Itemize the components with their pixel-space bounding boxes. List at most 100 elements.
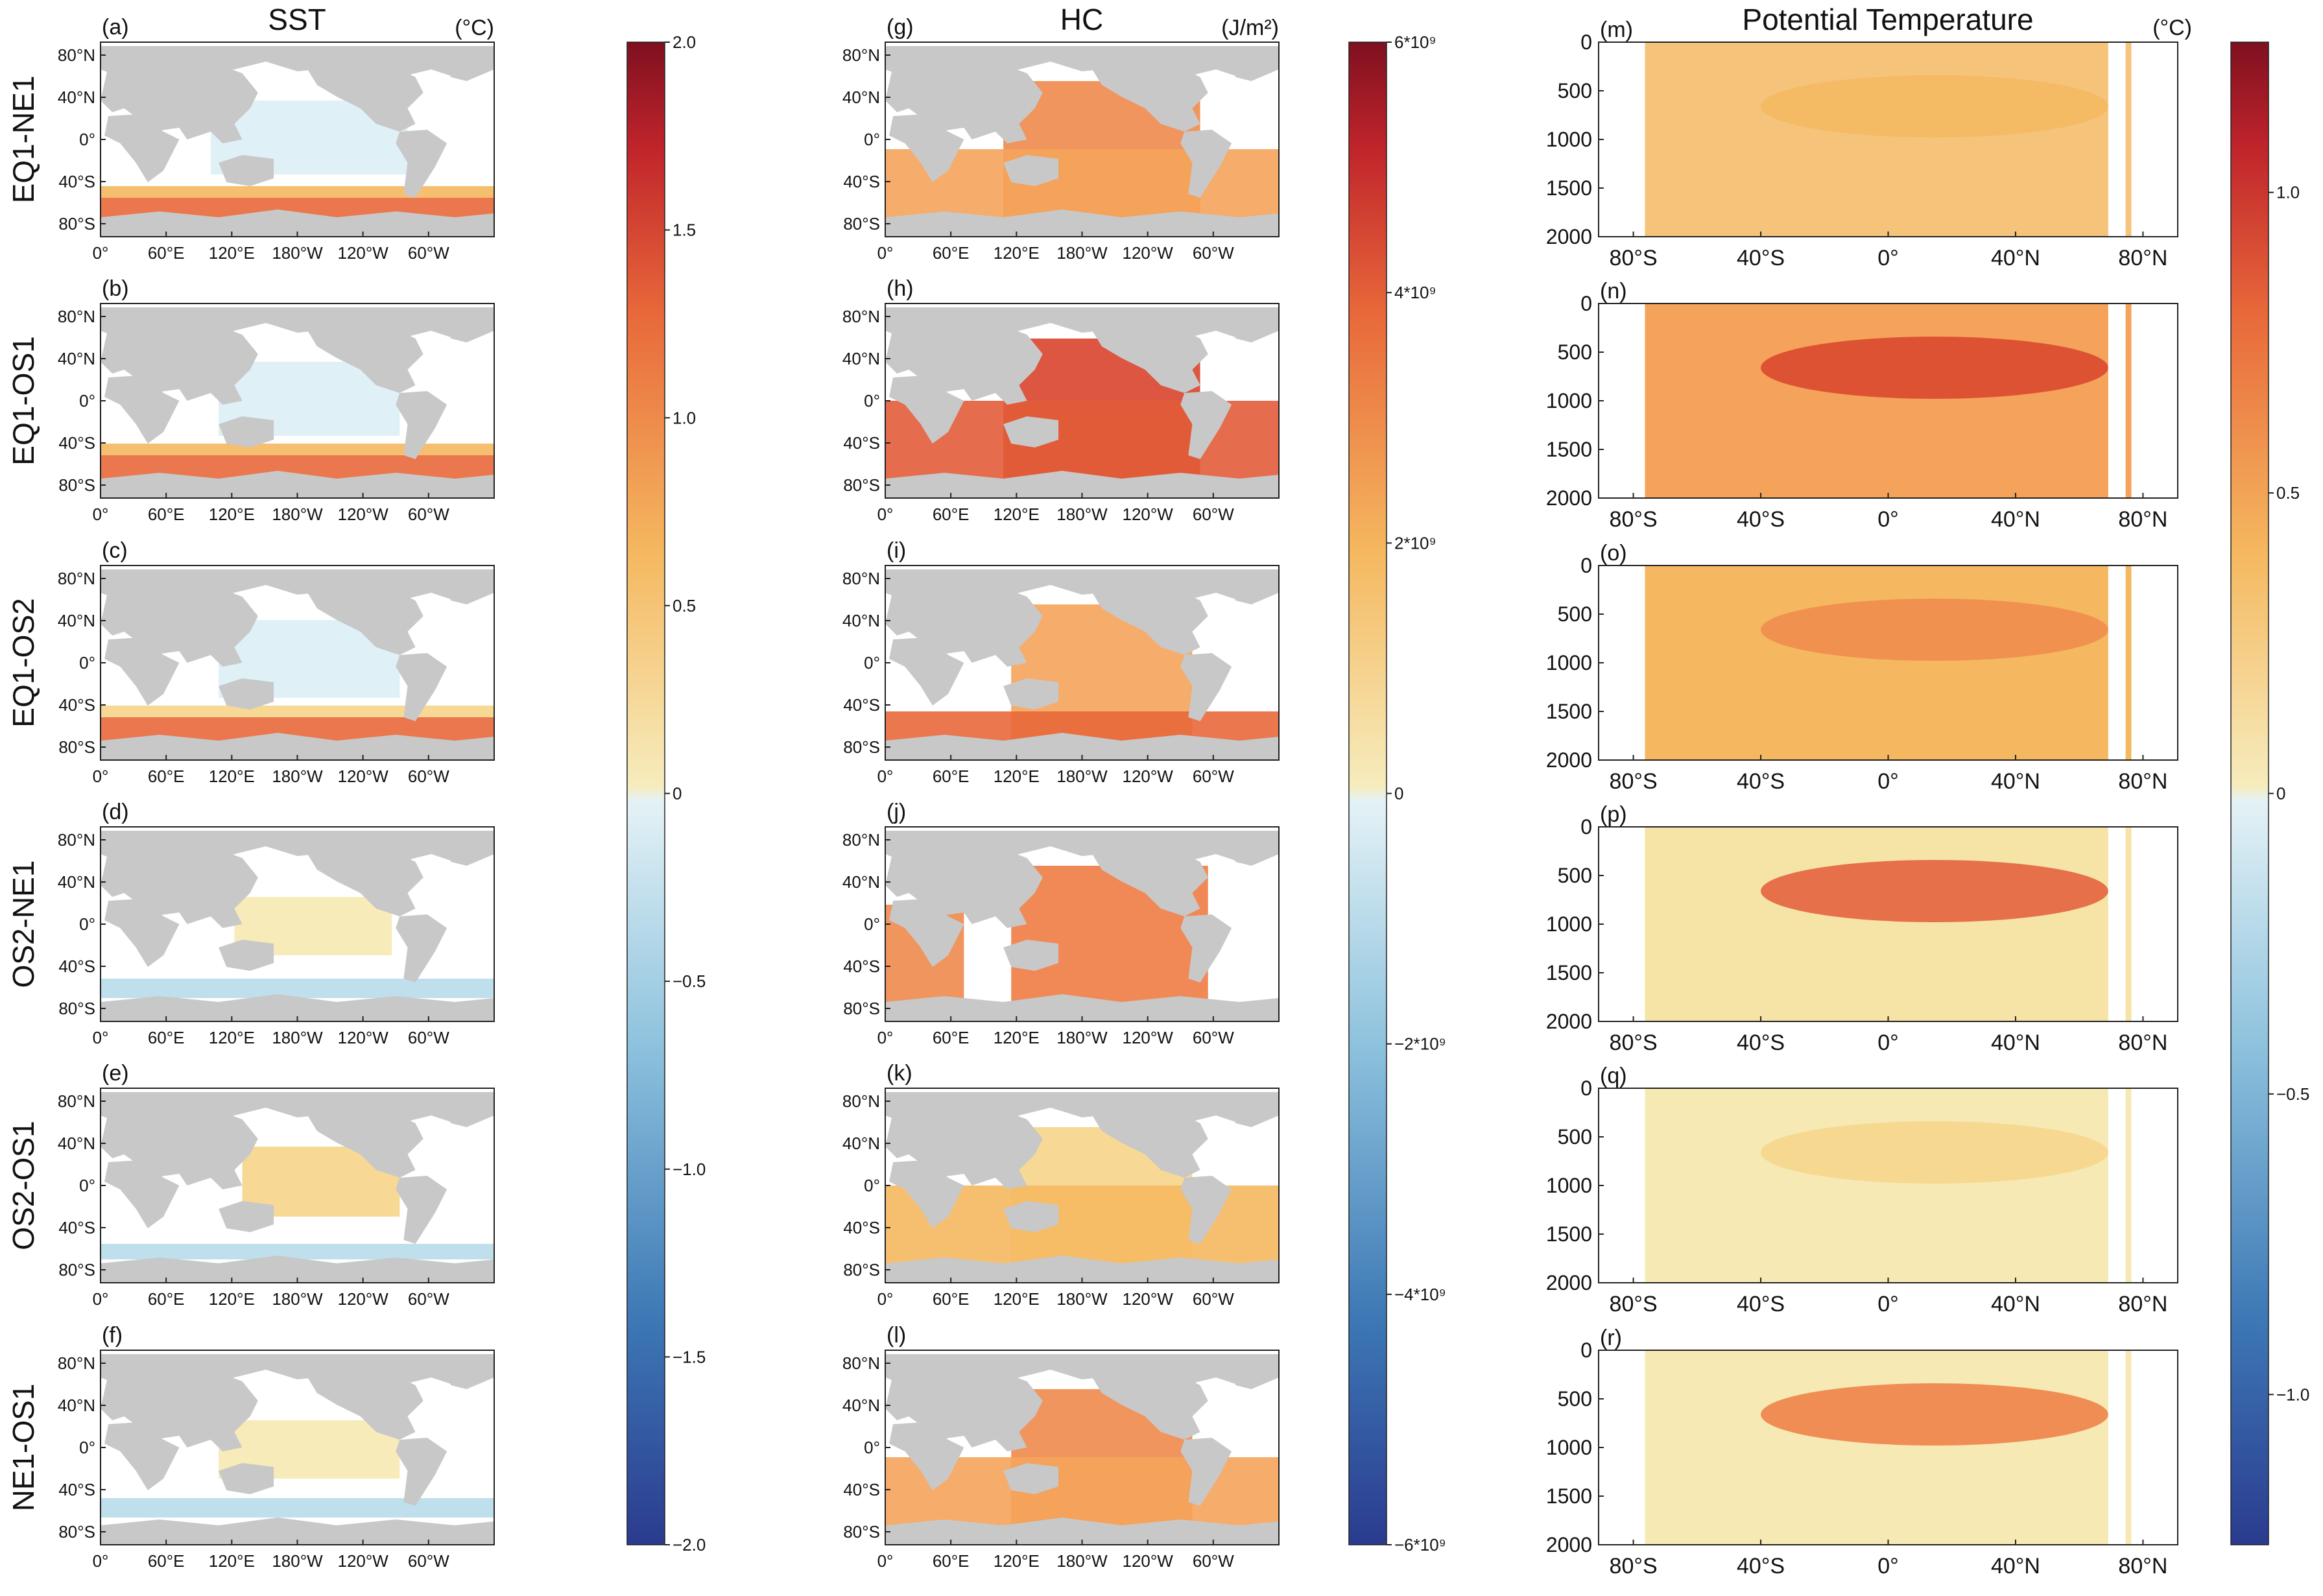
depth-tick-label: 1500 xyxy=(1546,700,1592,723)
anomaly-field-region xyxy=(101,979,494,998)
lon-tick-label: 60°E xyxy=(933,243,970,263)
lon-tick-label: 120°W xyxy=(1123,243,1174,263)
panel-letter: (k) xyxy=(887,1061,912,1086)
lat-tick-label: 40°S xyxy=(58,1480,95,1499)
sst-unit-label: (°C) xyxy=(455,16,494,40)
lon-tick-label: 120°W xyxy=(338,1028,389,1047)
section-lat-tick-label: 40°S xyxy=(1737,1554,1785,1578)
lon-tick-label: 60°E xyxy=(933,1028,970,1047)
lon-tick-label: 60°E xyxy=(933,1289,970,1309)
lon-tick-label: 180°W xyxy=(272,505,323,524)
lon-tick-label: 120°E xyxy=(994,767,1040,786)
section-lat-tick-label: 80°N xyxy=(2118,1030,2167,1055)
depth-tick-label: 500 xyxy=(1558,1387,1592,1411)
section-lat-tick-label: 40°N xyxy=(1991,1554,2040,1578)
section-anomaly-core xyxy=(1761,1383,2108,1446)
lat-tick-label: 80°S xyxy=(58,1260,95,1280)
lon-tick-label: 180°W xyxy=(272,1551,323,1571)
panel-letter: (a) xyxy=(102,15,129,40)
lon-tick-label: 0° xyxy=(877,1551,894,1571)
lon-tick-label: 120°W xyxy=(338,243,389,263)
lat-tick-label: 80°S xyxy=(843,737,880,757)
colorbar-tick-label: −1.0 xyxy=(2276,1385,2309,1404)
lat-tick-label: 80°S xyxy=(843,1260,880,1280)
lat-tick-label: 80°S xyxy=(58,737,95,757)
depth-tick-label: 1000 xyxy=(1546,128,1592,151)
lat-tick-label: 0° xyxy=(79,653,95,673)
panel-letter: (i) xyxy=(887,538,906,563)
section-lat-tick-label: 80°S xyxy=(1610,1030,1658,1055)
section-lat-tick-label: 80°N xyxy=(2118,769,2167,794)
row-label: EQ1-NE1 xyxy=(6,76,40,204)
lon-tick-label: 0° xyxy=(877,1028,894,1047)
section-lat-tick-label: 0° xyxy=(1877,1030,1899,1055)
row-label: EQ1-OS1 xyxy=(6,336,40,465)
section-lat-tick-label: 80°S xyxy=(1610,1292,1658,1316)
lat-tick-label: 80°N xyxy=(58,307,95,326)
lat-tick-label: 80°N xyxy=(842,1353,880,1373)
lat-tick-label: 80°S xyxy=(843,999,880,1018)
pt-section-panel: 0 500 1000 1500 2000 80°S 40°S 0° 40°N 80°N (o) xyxy=(1546,541,2178,794)
lat-tick-label: 40°S xyxy=(58,433,95,453)
hc-column-title: HC xyxy=(1060,3,1103,36)
hc-map-panel: 0° 60°E 120°E 180°W 120°W 60°W 80°N 40°N 0° 40°S 8… xyxy=(842,538,1280,786)
lat-tick-label: 40°S xyxy=(58,172,95,191)
lat-tick-label: 0° xyxy=(864,130,880,149)
lat-tick-label: 80°N xyxy=(842,1091,880,1111)
lat-tick-label: 80°S xyxy=(58,475,95,495)
panel-letter: (q) xyxy=(1600,1064,1627,1088)
colorbar-tick-label: 0.5 xyxy=(2276,483,2300,503)
depth-tick-label: 1000 xyxy=(1546,1174,1592,1197)
section-lat-tick-label: 80°S xyxy=(1610,507,1658,532)
lon-tick-label: 60°W xyxy=(408,1028,449,1047)
panel-letter: (j) xyxy=(887,800,906,824)
lat-tick-label: 0° xyxy=(864,653,880,673)
lon-tick-label: 180°W xyxy=(272,1028,323,1047)
lat-tick-label: 80°N xyxy=(842,45,880,65)
lon-tick-label: 0° xyxy=(877,243,894,263)
section-gap xyxy=(2108,1350,2126,1545)
lat-tick-label: 40°N xyxy=(58,88,95,107)
depth-tick-label: 0 xyxy=(1580,1339,1592,1362)
depth-tick-label: 1000 xyxy=(1546,651,1592,674)
row-label: OS2-OS1 xyxy=(6,1121,40,1250)
lat-tick-label: 40°S xyxy=(58,695,95,715)
depth-tick-label: 1500 xyxy=(1546,438,1592,461)
lon-tick-label: 120°W xyxy=(1123,1289,1174,1309)
lat-tick-label: 0° xyxy=(79,130,95,149)
panel-letter: (h) xyxy=(887,276,914,301)
sst-map-panel: 0° 60°E 120°E 180°W 120°W 60°W 80°N 40°N 0° 40°S 8… xyxy=(58,800,495,1047)
lat-tick-label: 80°N xyxy=(58,830,95,850)
section-gap xyxy=(2108,304,2126,498)
lon-tick-label: 120°W xyxy=(1123,1028,1174,1047)
panel-letter: (c) xyxy=(102,538,128,563)
section-gap xyxy=(2108,827,2126,1021)
lon-tick-label: 60°W xyxy=(408,505,449,524)
depth-tick-label: 2000 xyxy=(1546,748,1592,772)
hc-map-panel: 0° 60°E 120°E 180°W 120°W 60°W 80°N 40°N 0° 40°S 8… xyxy=(842,1323,1280,1571)
lon-tick-label: 120°W xyxy=(338,767,389,786)
depth-tick-label: 0 xyxy=(1580,30,1592,54)
section-anomaly-field xyxy=(1645,304,2132,498)
lat-tick-label: 40°N xyxy=(58,349,95,368)
lon-tick-label: 120°E xyxy=(209,505,255,524)
colorbar-tick-label: −1.0 xyxy=(673,1160,706,1179)
lon-tick-label: 60°E xyxy=(933,767,970,786)
section-lat-tick-label: 40°S xyxy=(1737,1030,1785,1055)
lat-tick-label: 40°N xyxy=(842,611,880,630)
depth-tick-label: 1500 xyxy=(1546,961,1592,984)
section-lat-tick-label: 40°N xyxy=(1991,769,2040,794)
panel-letter: (b) xyxy=(102,276,129,301)
lon-tick-label: 0° xyxy=(93,767,109,786)
row-label: OS2-NE1 xyxy=(6,861,40,988)
lon-tick-label: 0° xyxy=(93,1551,109,1571)
lon-tick-label: 60°W xyxy=(1193,1551,1234,1571)
lon-tick-label: 0° xyxy=(877,505,894,524)
pt-section-panel: 0 500 1000 1500 2000 80°S 40°S 0° 40°N 80°N (m) xyxy=(1546,18,2178,270)
depth-tick-label: 0 xyxy=(1580,292,1592,315)
section-anomaly-core xyxy=(1761,1121,2108,1184)
section-lat-tick-label: 80°N xyxy=(2118,246,2167,270)
pt-section-panel: 0 500 1000 1500 2000 80°S 40°S 0° 40°N 80°N (p) xyxy=(1546,802,2178,1055)
section-lat-tick-label: 40°N xyxy=(1991,507,2040,532)
sst-map-panel: 0° 60°E 120°E 180°W 120°W 60°W 80°N 40°N 0° 40°S 8… xyxy=(58,15,495,263)
